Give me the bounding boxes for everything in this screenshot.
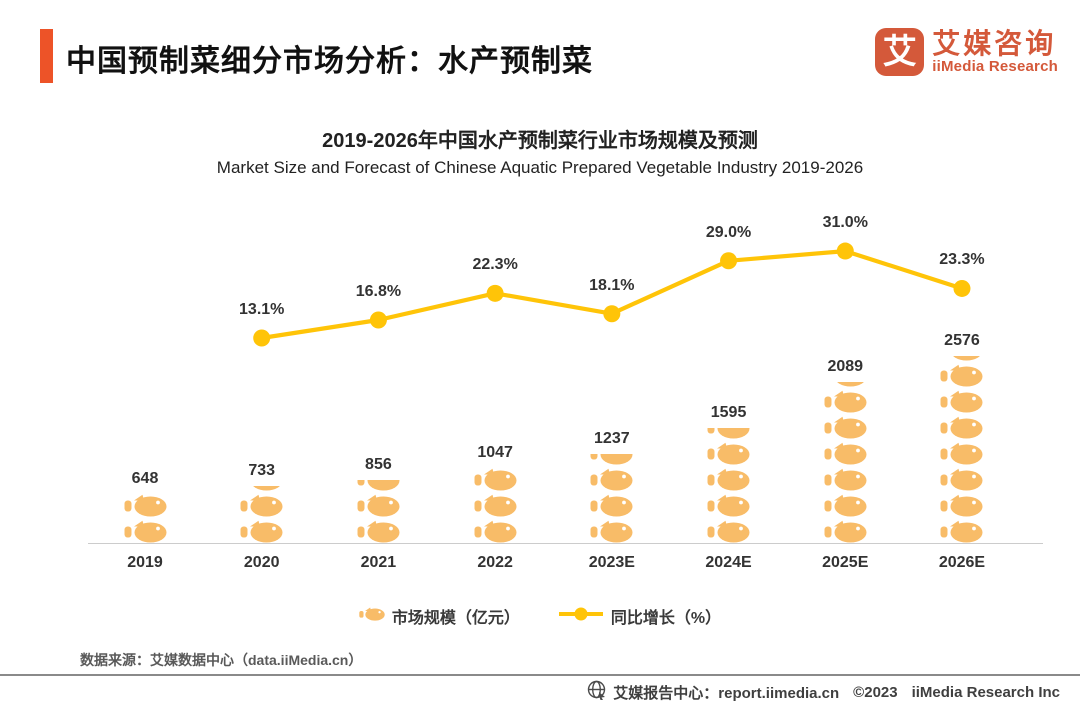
fish-icon xyxy=(824,468,867,491)
fish-icon xyxy=(940,494,983,517)
fish-icon xyxy=(240,494,283,517)
fish-icon xyxy=(940,442,983,465)
fish-icon-partial xyxy=(940,356,983,361)
brand-logo: 艾 艾媒咨询 iiMedia Research xyxy=(875,28,1058,76)
legend-label-growth: 同比增长（%） xyxy=(610,610,722,627)
line-point-marker xyxy=(486,284,504,302)
bar-value-label: 733 xyxy=(248,462,276,480)
x-axis-label: 2020 xyxy=(243,554,280,571)
brand-logo-text: 艾媒咨询 iiMedia Research xyxy=(932,27,1058,76)
fish-icon xyxy=(824,442,867,465)
x-axis-label: 2021 xyxy=(360,554,397,571)
fish-icon-partial xyxy=(240,486,283,491)
brand-name-en: iiMedia Research xyxy=(932,58,1058,76)
fish-icon xyxy=(590,494,633,517)
line-point-label: 31.0% xyxy=(822,214,868,232)
line-point-marker xyxy=(369,311,387,329)
company-name: iiMedia Research Inc xyxy=(911,683,1060,701)
x-axis-label: 2026E xyxy=(938,554,986,571)
line-marker-icon xyxy=(558,607,604,626)
fish-icon xyxy=(940,468,983,491)
line-point-label: 29.0% xyxy=(705,223,752,241)
line-point-marker xyxy=(603,305,621,323)
x-axis-label: 2023E xyxy=(588,554,635,571)
fish-icon-partial xyxy=(707,427,750,440)
brand-name-cn: 艾媒咨询 xyxy=(932,27,1057,59)
bar-value-label: 1237 xyxy=(594,429,630,447)
line-point-marker xyxy=(953,279,971,297)
pictogram-bar-2023E xyxy=(590,453,633,544)
fish-icon xyxy=(824,390,867,413)
chart-legend: 市场规模（亿元） 同比增长（%） xyxy=(0,604,1080,628)
x-axis-label: 2024E xyxy=(705,554,752,571)
pictogram-bar-2019 xyxy=(124,494,167,543)
pictogram-bar-2022 xyxy=(474,468,517,543)
x-axis-label: 2025E xyxy=(822,554,869,571)
legend-item-market-size: 市场规模（亿元） xyxy=(359,604,520,628)
line-point-marker xyxy=(720,252,738,270)
x-axis-label: 2022 xyxy=(477,554,513,571)
fish-icon xyxy=(240,520,283,543)
pictogram-bar-2025E xyxy=(824,382,867,543)
line-point-label: 18.1% xyxy=(589,276,635,294)
fish-icon xyxy=(707,520,750,543)
data-source-note: 数据来源：艾媒数据中心（data.iiMedia.cn） xyxy=(80,652,363,668)
page-title: 中国预制菜细分市场分析：水产预制菜 xyxy=(66,45,593,78)
footer-divider xyxy=(0,674,1080,676)
brand-logo-icon: 艾 xyxy=(875,28,925,76)
fish-icon xyxy=(707,442,750,465)
fish-icon xyxy=(590,520,633,543)
fish-icon xyxy=(940,416,983,439)
fish-icon xyxy=(940,390,983,413)
fish-icon xyxy=(940,364,983,387)
fish-icon xyxy=(590,468,633,491)
fish-icon-partial xyxy=(824,382,867,387)
legend-item-growth: 同比增长（%） xyxy=(558,604,721,628)
fish-icon xyxy=(357,520,400,543)
fish-icon xyxy=(940,520,983,543)
fish-icon-partial xyxy=(357,479,400,492)
bar-value-label: 1595 xyxy=(710,403,747,421)
fish-icon xyxy=(359,607,385,626)
copyright-text: ©2023 xyxy=(853,683,898,701)
chart-title: 2019-2026年中国水产预制菜行业市场规模及预测 xyxy=(322,130,758,152)
fish-icon xyxy=(357,494,400,517)
pictogram-bar-2024E xyxy=(707,427,750,544)
bar-value-label: 856 xyxy=(365,455,392,473)
fish-icon xyxy=(707,468,750,491)
fish-icon xyxy=(474,520,517,543)
fish-icon xyxy=(707,494,750,517)
legend-label-market-size: 市场规模（亿元） xyxy=(391,610,520,627)
x-axis-baseline xyxy=(88,543,1043,544)
bar-value-label: 2089 xyxy=(827,358,864,376)
fish-icon xyxy=(824,416,867,439)
chart-subtitle: Market Size and Forecast of Chinese Aqua… xyxy=(216,158,864,177)
line-point-label: 16.8% xyxy=(355,283,402,301)
fish-icon xyxy=(124,520,167,543)
footer-credits: 艾媒报告中心：report.iimedia.cn ©2023 iiMedia R… xyxy=(587,680,1060,702)
pictogram-bar-2021 xyxy=(357,479,400,544)
fish-icon xyxy=(474,468,517,491)
fish-icon xyxy=(474,494,517,517)
title-accent-bar xyxy=(40,29,53,83)
report-center-link: 艾媒报告中心：report.iimedia.cn xyxy=(613,684,840,702)
bar-value-label: 648 xyxy=(131,470,159,487)
pictogram-bar-2020 xyxy=(240,486,283,543)
line-point-marker xyxy=(253,329,271,347)
globe-cursor-icon xyxy=(587,680,607,702)
pictogram-bar-2026E xyxy=(940,356,983,543)
x-axis-label: 2019 xyxy=(127,554,163,571)
fish-icon-partial xyxy=(590,453,633,466)
fish-icon xyxy=(124,494,167,517)
line-point-marker xyxy=(836,242,854,260)
line-point-label: 13.1% xyxy=(239,301,285,318)
line-point-label: 22.3% xyxy=(472,256,518,274)
fish-icon xyxy=(824,494,867,517)
bar-value-label: 2576 xyxy=(944,332,980,350)
line-point-label: 23.3% xyxy=(939,251,985,269)
fish-icon xyxy=(824,520,867,543)
bar-value-label: 1047 xyxy=(477,444,513,461)
